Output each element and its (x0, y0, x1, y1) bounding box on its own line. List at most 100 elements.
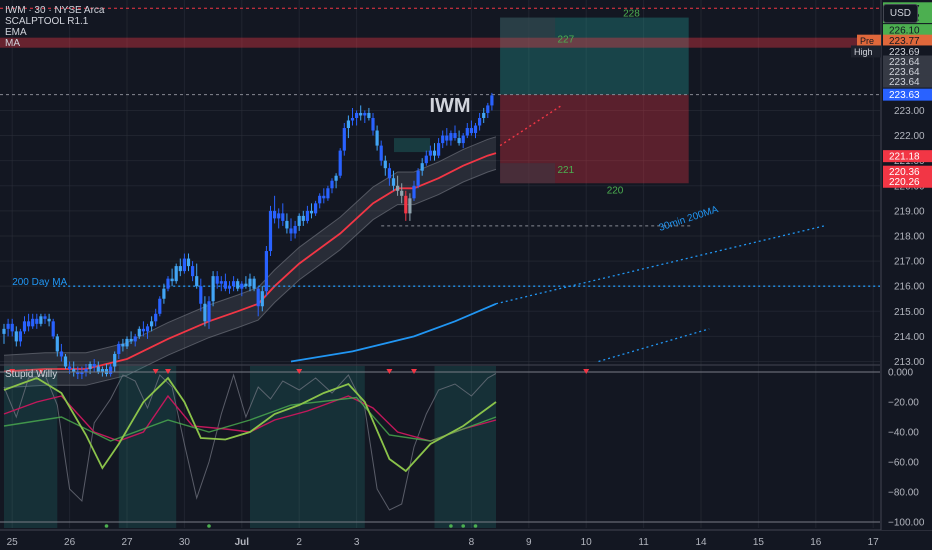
indicator-ma[interactable]: MA (5, 38, 20, 49)
oscillator-title[interactable]: Stupid Willy (5, 369, 58, 380)
candle-body (39, 316, 43, 324)
candle-body (400, 190, 404, 196)
candle-body (424, 155, 428, 164)
candle-body (227, 286, 232, 289)
price-tick-label: 223.00 (894, 106, 925, 117)
osc-tick-label: −20.00 (888, 398, 919, 409)
candle-body (334, 175, 338, 181)
candle-body (490, 95, 494, 106)
price-tag-value: 223.63 (889, 90, 920, 101)
price-tag (883, 150, 932, 163)
candle-body (305, 210, 309, 221)
osc-buy-marker (473, 524, 478, 528)
price-axis[interactable]: 213.00 214.00 215.00 216.00 217.00 218.00 219.… (851, 0, 932, 530)
time-tick-label: 25 (7, 537, 19, 548)
osc-shaded-region (250, 366, 365, 528)
candle-body (301, 215, 305, 221)
candlestick-series (2, 92, 494, 380)
currency-button[interactable]: USD (882, 4, 918, 23)
candle-body (432, 150, 437, 156)
osc-sell-marker (411, 369, 417, 374)
candle-body (416, 170, 420, 186)
candle-body (211, 276, 215, 302)
price-tag-value: 223.64 (889, 77, 920, 88)
candle-body (437, 143, 441, 156)
price-tag-value: 223.69 (889, 47, 920, 58)
candle-body (355, 112, 359, 118)
candle-body (277, 213, 281, 219)
candle-body (383, 160, 387, 169)
indicator-scalptool[interactable]: SCALPTOOL R1.1 (5, 16, 89, 27)
price-axis-bg (881, 0, 932, 530)
time-tick-label: 30 (179, 537, 191, 548)
price-tag (883, 55, 932, 68)
osc-sell-marker (152, 369, 159, 374)
candle-body (88, 364, 92, 370)
candle-body (59, 351, 63, 357)
candle-body (51, 321, 55, 337)
candle-body (449, 133, 453, 141)
candle-body (178, 266, 182, 272)
dashed-levels (0, 7, 880, 227)
candle-body (223, 281, 227, 289)
candle-body (285, 220, 289, 229)
candle-body (199, 286, 203, 304)
price-tag-value: 226.10 (889, 26, 920, 37)
ma-30min-200-line (290, 302, 497, 363)
price-tag (883, 65, 932, 78)
target-box (500, 17, 556, 38)
candle-body (166, 278, 170, 289)
candle-body (31, 318, 35, 327)
price-tag-prefix-box (851, 45, 881, 58)
position-zones (0, 17, 880, 184)
candle-body (170, 278, 174, 282)
candle-body (141, 328, 145, 332)
candle-body (404, 195, 408, 214)
projection-line (499, 104, 562, 147)
candle-body (182, 258, 186, 272)
indicator-ema[interactable]: EMA (5, 27, 27, 38)
candle-body (174, 266, 178, 282)
symbol-watermark: IWM (429, 95, 470, 117)
candle-body (2, 328, 6, 334)
candle-body (43, 316, 47, 319)
candle-body (232, 281, 236, 287)
price-tick-label: 219.00 (894, 206, 925, 217)
oscillator-pane (0, 366, 880, 528)
candle-body (117, 343, 121, 354)
annotation-label: 227 (558, 35, 575, 46)
price-tag (883, 88, 932, 101)
candle-body (27, 321, 31, 327)
osc-shaded-region (118, 366, 177, 528)
osc-buy-marker (104, 524, 109, 528)
annotation-label: 220 (607, 185, 624, 196)
candle-body (289, 228, 293, 234)
candle-body (109, 366, 113, 375)
candle-body (264, 251, 268, 292)
candle-body (428, 150, 432, 156)
price-tick-label: 215.00 (894, 307, 925, 318)
gap-box (394, 138, 430, 153)
time-tick-label: 27 (121, 537, 133, 548)
price-tick-label: 222.00 (894, 131, 925, 142)
price-tag (883, 45, 932, 58)
candle-body (162, 288, 166, 299)
symbol-title[interactable]: IWM · 30 · NYSE Arca (5, 5, 105, 16)
candle-body (486, 105, 490, 113)
time-tick-label: 9 (526, 537, 532, 548)
candle-body (252, 278, 256, 289)
time-tick-label: 8 (469, 537, 475, 548)
candle-body (145, 326, 150, 332)
candle-body (318, 195, 322, 204)
ema-line (3, 152, 497, 373)
stop-box (500, 163, 556, 184)
candle-body (248, 278, 252, 287)
price-tag (883, 165, 932, 178)
candle-body (154, 313, 158, 322)
candle-body (203, 303, 207, 322)
candle-body (322, 195, 326, 199)
price-tick-label: 213.00 (894, 357, 925, 368)
time-axis[interactable]: 25 26 27 30 Jul 2 3 8 9 10 11 14 15 16 17 (7, 537, 880, 548)
